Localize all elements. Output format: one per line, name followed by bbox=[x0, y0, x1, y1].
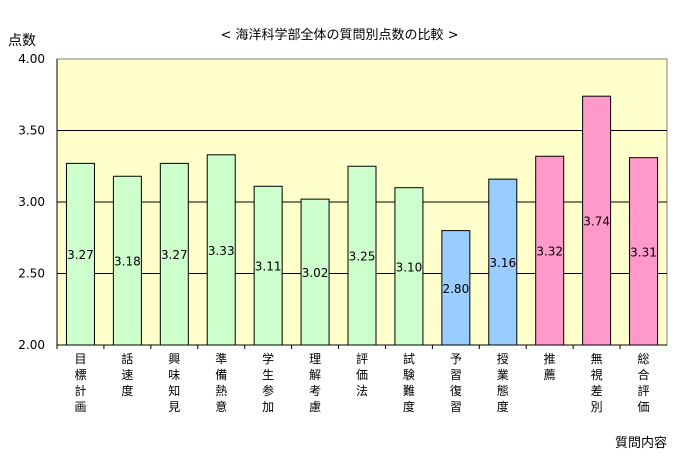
bar bbox=[488, 178, 518, 346]
x-tick-label: 理解考慮 bbox=[309, 352, 321, 414]
y-tick-label: 2.00 bbox=[18, 338, 45, 352]
bar bbox=[253, 185, 283, 346]
x-tick-label: 学生参加 bbox=[262, 351, 274, 414]
data-label: 3.31 bbox=[630, 245, 657, 259]
x-tick-label: 話速度 bbox=[121, 351, 133, 398]
bar bbox=[65, 162, 95, 346]
data-label: 3.74 bbox=[583, 215, 610, 229]
data-label: 3.27 bbox=[67, 248, 94, 262]
chart-title: < 海洋科学部全体の質問別点数の比較 > bbox=[220, 28, 459, 43]
x-tick-label: 授業態度 bbox=[497, 351, 509, 414]
data-label: 3.16 bbox=[489, 256, 516, 270]
x-tick-label: 目標計画 bbox=[74, 352, 86, 414]
data-label: 3.32 bbox=[536, 245, 563, 259]
bar bbox=[347, 165, 377, 346]
y-tick-label: 3.00 bbox=[18, 195, 45, 209]
x-tick-label: 興味知見 bbox=[168, 352, 180, 414]
bar bbox=[112, 175, 142, 346]
data-label: 2.80 bbox=[442, 282, 469, 296]
x-tick-label: 評価法 bbox=[356, 351, 368, 398]
bar bbox=[394, 187, 424, 346]
x-tick-label: 無視差別 bbox=[591, 351, 603, 414]
y-axis-label: 点数 bbox=[8, 33, 36, 49]
data-label: 3.27 bbox=[161, 248, 188, 262]
bar bbox=[582, 95, 612, 346]
x-tick-label: 予習復習 bbox=[450, 352, 462, 414]
y-tick-label: 2.50 bbox=[18, 267, 45, 281]
bar bbox=[629, 157, 659, 346]
x-axis-label: 質問内容 bbox=[614, 436, 667, 451]
bar bbox=[441, 230, 471, 346]
x-tick-label: 試験難度 bbox=[403, 351, 415, 414]
data-label: 3.02 bbox=[302, 266, 329, 280]
y-tick-label: 3.50 bbox=[18, 124, 45, 138]
y-tick-label: 4.00 bbox=[18, 52, 45, 66]
x-tick-label: 準備熱意 bbox=[215, 351, 227, 414]
data-label: 3.25 bbox=[349, 250, 376, 264]
bar bbox=[159, 162, 189, 346]
x-tick-label: 総合評価 bbox=[638, 352, 650, 414]
data-label: 3.11 bbox=[255, 260, 282, 274]
data-label: 3.10 bbox=[396, 260, 423, 274]
bar bbox=[535, 155, 565, 346]
bar bbox=[300, 198, 330, 346]
data-label: 3.33 bbox=[208, 244, 235, 258]
data-label: 3.18 bbox=[114, 255, 141, 269]
bar bbox=[206, 154, 236, 346]
x-tick-label: 推薦 bbox=[544, 352, 556, 382]
